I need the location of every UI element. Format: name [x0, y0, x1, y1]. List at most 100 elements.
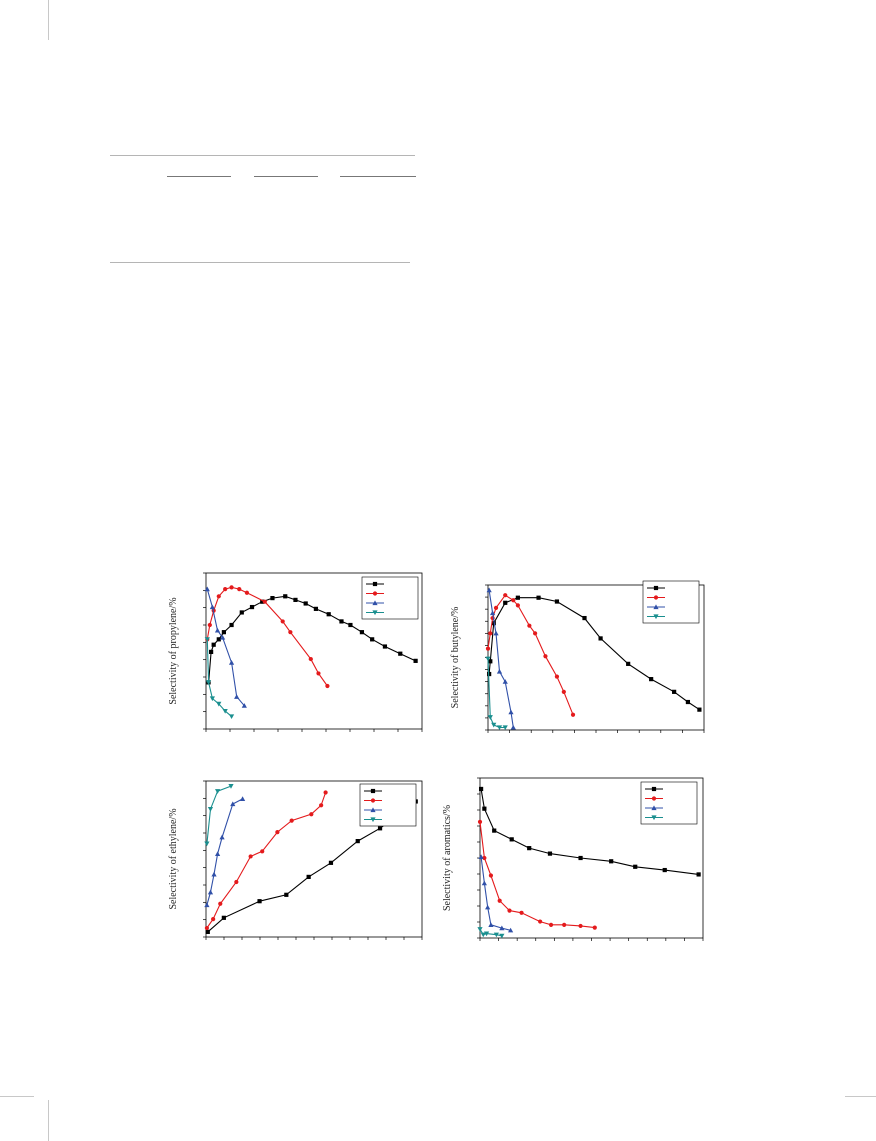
data-point — [482, 855, 487, 861]
page-crop-line — [845, 1096, 876, 1097]
table-bottom-rule — [110, 262, 410, 263]
data-point — [382, 644, 388, 649]
data-point — [485, 904, 491, 910]
series-2 — [205, 585, 330, 689]
data-point — [649, 677, 654, 682]
data-point — [204, 637, 210, 642]
series-line — [487, 594, 574, 715]
data-point — [651, 815, 657, 821]
series-3 — [204, 586, 247, 708]
data-point — [214, 627, 221, 633]
data-point — [578, 923, 583, 929]
data-point — [280, 619, 285, 624]
legend-item — [647, 585, 665, 591]
data-point — [260, 599, 265, 604]
data-point — [582, 615, 587, 621]
data-point — [696, 872, 701, 877]
data-point — [207, 889, 214, 895]
series-line — [488, 597, 700, 711]
data-point — [685, 699, 691, 705]
data-point — [503, 593, 508, 598]
data-point — [215, 789, 221, 794]
data-point — [508, 709, 514, 715]
data-point — [209, 649, 214, 654]
data-point — [260, 849, 265, 854]
data-point — [359, 630, 365, 635]
data-point — [509, 837, 514, 842]
data-point — [308, 656, 313, 662]
table-header-rule — [167, 176, 231, 177]
data-point — [370, 807, 376, 813]
series-line — [479, 821, 595, 929]
data-point — [228, 784, 234, 789]
data-point — [372, 581, 378, 587]
data-point — [488, 922, 494, 927]
data-point — [653, 614, 659, 620]
data-point — [355, 838, 360, 844]
data-point — [653, 585, 659, 591]
data-point — [481, 880, 487, 886]
data-point — [211, 642, 216, 647]
data-point — [554, 599, 560, 604]
data-point — [215, 851, 221, 856]
data-point — [303, 601, 308, 606]
data-point — [511, 598, 516, 603]
data-point — [503, 600, 508, 605]
data-point — [229, 585, 234, 590]
data-point — [228, 660, 235, 665]
data-point — [372, 600, 378, 606]
data-point — [488, 873, 494, 878]
data-point — [626, 661, 631, 666]
data-point — [480, 932, 486, 938]
data-point — [372, 610, 378, 616]
data-point — [493, 932, 499, 938]
data-point — [483, 931, 490, 937]
legend-item — [366, 591, 384, 596]
series-line — [206, 785, 232, 844]
legend-item — [364, 807, 382, 813]
series-3 — [478, 854, 514, 933]
legend-item — [366, 610, 384, 616]
data-point — [229, 622, 234, 628]
data-point — [493, 630, 499, 636]
legend-item — [647, 604, 665, 610]
data-point — [348, 622, 353, 628]
data-point — [323, 790, 328, 795]
series-line — [480, 856, 511, 931]
data-point — [502, 725, 508, 731]
data-point — [562, 922, 567, 927]
data-point — [326, 612, 331, 617]
data-point — [377, 826, 383, 831]
data-point — [486, 587, 492, 593]
data-point — [223, 587, 228, 592]
data-point — [592, 925, 597, 930]
data-point — [244, 590, 249, 595]
data-point — [204, 586, 210, 592]
legend-item — [364, 817, 382, 823]
data-point — [309, 812, 314, 817]
table-header-rule — [340, 176, 416, 177]
data-point — [328, 860, 334, 865]
y-axis-label: Selectivity of butylene/% — [450, 607, 461, 709]
data-point — [487, 715, 493, 720]
data-point — [316, 671, 321, 676]
data-point — [270, 596, 275, 601]
series-2 — [477, 819, 597, 930]
data-point — [482, 806, 487, 811]
legend-item — [364, 788, 382, 794]
data-point — [492, 828, 497, 833]
data-point — [653, 595, 659, 600]
data-point — [609, 859, 614, 864]
data-point — [293, 597, 298, 602]
data-point — [222, 708, 228, 714]
legend-item — [645, 796, 663, 801]
data-point — [527, 846, 532, 851]
data-point — [218, 901, 223, 906]
series-line — [206, 639, 232, 717]
legend-item — [645, 815, 663, 821]
data-point — [510, 724, 516, 730]
page-crop-line — [0, 1096, 34, 1097]
data-point — [499, 925, 505, 931]
legend-item — [647, 614, 665, 620]
data-point — [672, 689, 677, 694]
